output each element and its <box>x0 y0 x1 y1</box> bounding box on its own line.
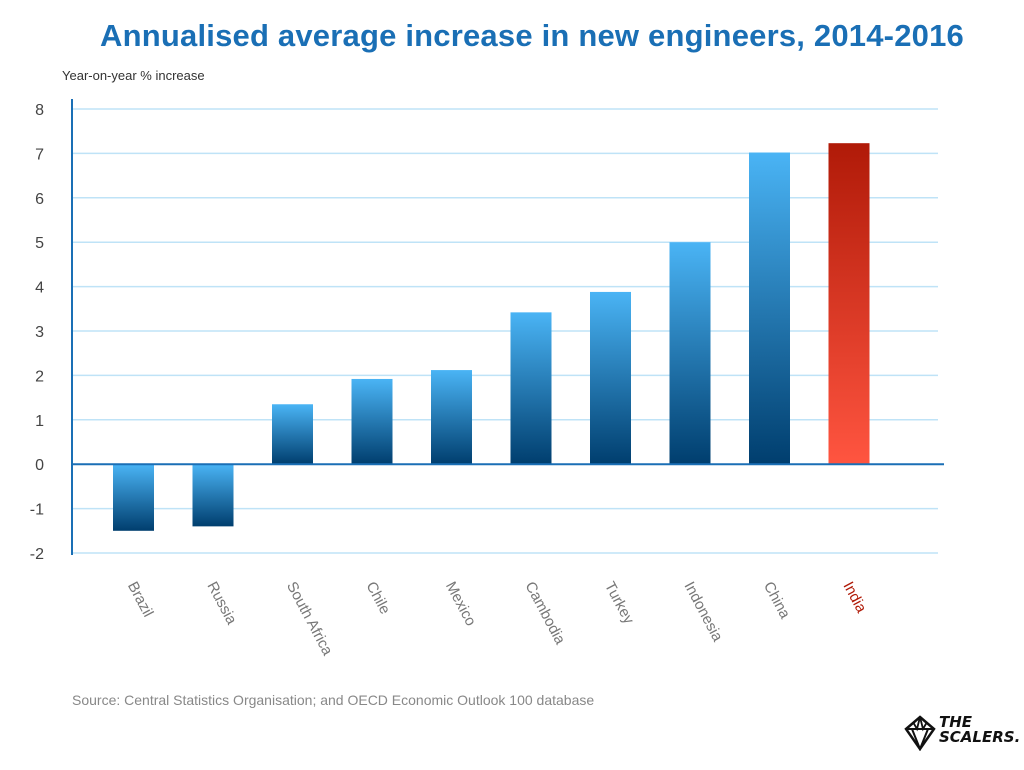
logo-line-1: THE <box>939 713 973 731</box>
the-scalers-logo: THE SCALERS. <box>903 713 1020 753</box>
y-tick-label: -1 <box>30 502 44 519</box>
bar-chile <box>351 378 393 465</box>
bar-china <box>749 152 790 465</box>
y-tick-label: 1 <box>35 413 44 430</box>
x-tick-label: Russia <box>203 579 240 628</box>
x-tick-label: India <box>839 579 870 616</box>
bar-india <box>828 143 870 465</box>
bar-brazil <box>113 464 154 531</box>
x-tick-label: Indonesia <box>680 579 726 645</box>
y-tick-label: 0 <box>35 457 44 474</box>
y-tick-label: 4 <box>35 280 44 297</box>
bar-south-africa <box>272 404 313 465</box>
x-tick-label: Brazil <box>124 579 157 620</box>
x-tick-label: South Africa <box>283 579 336 659</box>
y-tick-label: 3 <box>35 324 44 341</box>
bar-mexico <box>431 370 472 465</box>
x-tick-label: Turkey <box>601 579 638 627</box>
y-tick-label: 8 <box>35 102 44 119</box>
bar-russia <box>192 464 234 527</box>
diamond-logo-icon <box>904 715 936 751</box>
y-tick-label: 7 <box>35 146 44 163</box>
x-tick-label: Cambodia <box>521 579 568 648</box>
source-note: Source: Central Statistics Organisation;… <box>72 692 595 708</box>
x-tick-label: China <box>760 579 794 622</box>
y-tick-label: 2 <box>35 368 44 385</box>
bar-turkey <box>590 291 631 465</box>
bar-indonesia <box>669 242 711 465</box>
y-axis-label: Year-on-year % increase <box>62 68 205 83</box>
y-tick-label: -2 <box>30 546 44 563</box>
bar-chart: 8 7 6 5 4 3 2 1 0 -1 -2 Brazil Russia South Africa Ch… <box>30 99 944 659</box>
y-tick-label: 5 <box>35 235 44 252</box>
x-tick-label: Chile <box>362 579 393 617</box>
x-tick-label: Mexico <box>442 579 479 629</box>
y-tick-label: 6 <box>35 191 44 208</box>
logo-line-2: SCALERS. <box>939 728 1021 746</box>
chart-title: Annualised average increase in new engin… <box>100 18 964 53</box>
bar-cambodia <box>510 312 552 465</box>
